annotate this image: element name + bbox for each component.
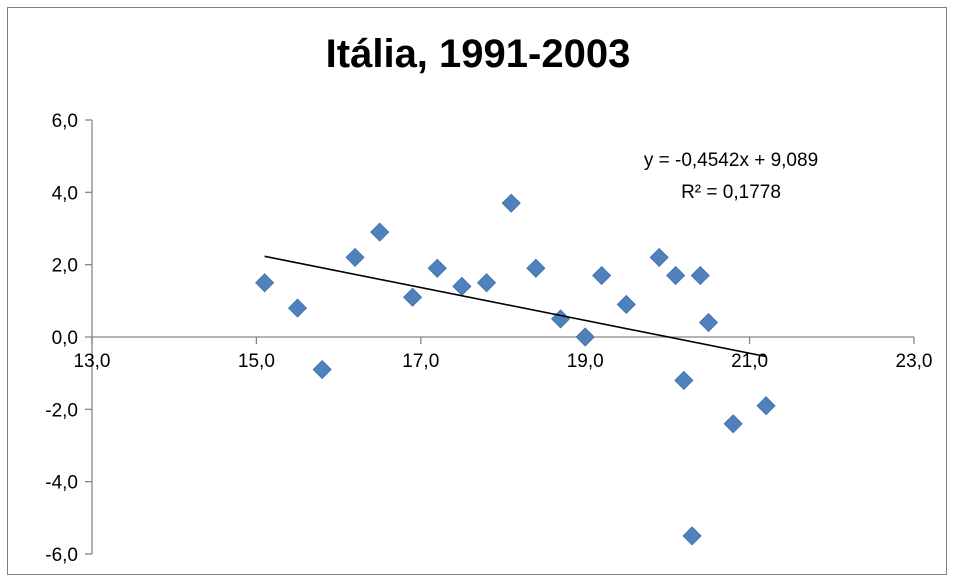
data-point bbox=[345, 247, 365, 267]
y-tick-label: 0,0 bbox=[52, 328, 78, 349]
trendline-r-squared: R² = 0,1778 bbox=[681, 182, 781, 203]
x-tick-label: 23,0 bbox=[896, 351, 933, 372]
data-point bbox=[403, 287, 423, 307]
data-point bbox=[550, 309, 571, 329]
data-point bbox=[682, 526, 702, 546]
data-point bbox=[427, 258, 447, 278]
data-point bbox=[255, 273, 275, 293]
chart-area bbox=[7, 7, 947, 575]
data-point bbox=[575, 327, 595, 347]
data-point bbox=[649, 247, 669, 267]
y-tick-label: 2,0 bbox=[52, 256, 78, 277]
y-tick-label: -2,0 bbox=[45, 400, 78, 421]
data-point bbox=[756, 396, 776, 416]
x-tick-label: 21,0 bbox=[731, 351, 768, 372]
x-tick-label: 15,0 bbox=[238, 351, 275, 372]
trendline-equation: y = -0,4542x + 9,089 bbox=[644, 150, 818, 171]
data-point bbox=[452, 276, 472, 296]
data-point bbox=[666, 265, 686, 286]
data-point bbox=[476, 273, 497, 293]
x-tick-label: 19,0 bbox=[567, 351, 604, 372]
chart-title: Itália, 1991-2003 bbox=[325, 32, 631, 76]
x-tick-label: 17,0 bbox=[402, 351, 439, 372]
data-point bbox=[723, 414, 743, 434]
y-tick-label: 6,0 bbox=[52, 111, 78, 132]
data-point bbox=[674, 370, 694, 390]
data-point bbox=[312, 359, 332, 380]
data-point bbox=[592, 265, 612, 286]
x-tick-label: 13,0 bbox=[74, 351, 111, 372]
trendline bbox=[264, 255, 767, 358]
data-point bbox=[526, 258, 546, 278]
y-tick-label: -4,0 bbox=[45, 473, 78, 494]
data-point bbox=[690, 265, 710, 286]
data-point bbox=[501, 193, 521, 213]
data-point bbox=[370, 222, 390, 242]
data-point bbox=[616, 294, 636, 315]
data-point bbox=[698, 312, 719, 333]
y-tick-label: -6,0 bbox=[45, 545, 78, 566]
y-tick-label: 4,0 bbox=[52, 183, 78, 204]
data-point bbox=[287, 298, 308, 318]
